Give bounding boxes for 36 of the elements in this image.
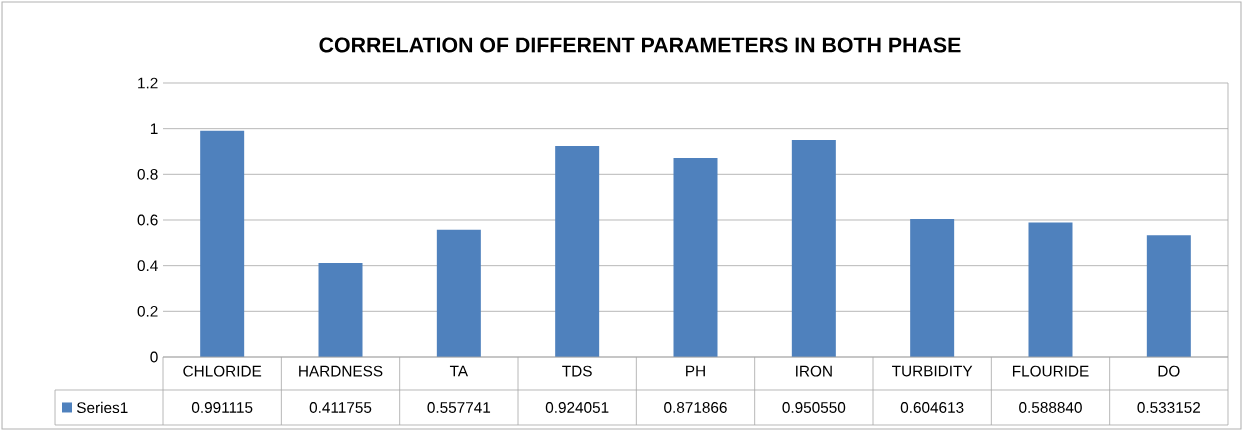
- bar: [1028, 222, 1073, 357]
- bar: [910, 218, 955, 357]
- y-tick-label: 1: [150, 123, 158, 134]
- bar: [318, 262, 363, 357]
- y-tick-label: 0: [150, 351, 158, 363]
- bar: [791, 139, 836, 357]
- x-tick-label: TA: [449, 365, 469, 377]
- x-tick-label: FLOURIDE: [1012, 365, 1089, 377]
- data-label: 0.950550: [782, 402, 846, 413]
- data-label: 0.604613: [900, 402, 964, 413]
- y-tick-label: 0.4: [137, 260, 158, 272]
- y-tick-label: 0.2: [137, 305, 158, 317]
- x-tick-label: TURBIDITY: [892, 365, 973, 377]
- bar: [1146, 235, 1191, 357]
- x-tick-label: PH: [686, 365, 705, 377]
- bar: [436, 229, 481, 357]
- bar: [673, 157, 718, 357]
- y-tick-label: 0.8: [137, 168, 158, 180]
- x-tick-label: HARDNESS: [299, 365, 383, 377]
- data-label: 0.924051: [545, 402, 609, 413]
- x-tick-label: CHLORIDE: [183, 365, 262, 377]
- chart-title: CORRELATION OF DIFFERENT PARAMETERS IN BOTH PHASE: [319, 37, 961, 53]
- data-label: 0.533152: [1137, 402, 1201, 413]
- data-label: 0.588840: [1019, 402, 1082, 413]
- legend-label: Series1: [76, 401, 128, 414]
- data-label: 0.991115: [191, 402, 253, 413]
- bar: [555, 146, 600, 357]
- bar: [200, 130, 245, 357]
- data-label: 0.411755: [309, 402, 372, 413]
- data-label: 0.871866: [664, 402, 727, 413]
- x-tick-label: IRON: [796, 365, 832, 377]
- y-tick-label: 1.2: [138, 77, 158, 89]
- x-tick-label: DO: [1158, 365, 1180, 377]
- data-label: 0.557741: [427, 402, 491, 413]
- y-tick-label: 0.6: [137, 214, 158, 226]
- x-tick-label: TDS: [562, 365, 592, 377]
